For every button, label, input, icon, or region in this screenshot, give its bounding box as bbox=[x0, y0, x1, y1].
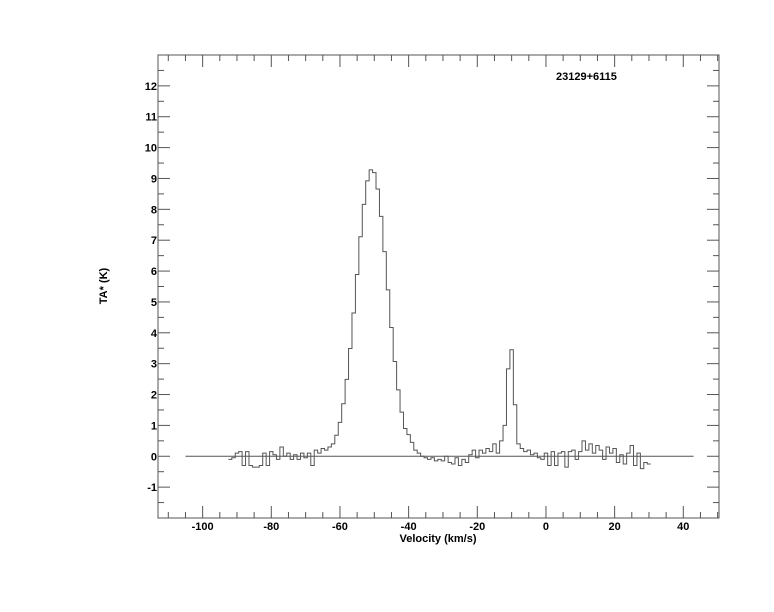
y-tick-label: 10 bbox=[145, 143, 157, 155]
source-annotation: 23129+6115 bbox=[556, 71, 617, 83]
x-tick-labels: -100 -80 -60 -40 -20 0 20 40 bbox=[192, 521, 690, 533]
y-tick-label: -1 bbox=[147, 482, 157, 494]
x-tick-label: 40 bbox=[677, 521, 689, 533]
x-tick-label: -80 bbox=[263, 521, 279, 533]
y-tick-label: 11 bbox=[145, 112, 157, 124]
spectrum-line bbox=[228, 169, 651, 470]
y-tick-label: 8 bbox=[151, 204, 157, 216]
plot-frame bbox=[157, 54, 720, 519]
y-tick-label: 4 bbox=[151, 328, 158, 340]
x-tick-label: -40 bbox=[401, 521, 417, 533]
y-tick-label: 5 bbox=[151, 297, 157, 309]
axis-ticks bbox=[158, 55, 719, 518]
y-tick-label: 0 bbox=[151, 451, 157, 463]
x-tick-label: 20 bbox=[609, 521, 621, 533]
y-tick-label: 1 bbox=[151, 420, 157, 432]
x-tick-label: 0 bbox=[543, 521, 549, 533]
x-tick-label: -60 bbox=[332, 521, 348, 533]
x-tick-label: -100 bbox=[192, 521, 214, 533]
y-tick-label: 12 bbox=[145, 81, 157, 93]
y-axis-label: TA* (K) bbox=[98, 267, 110, 304]
y-tick-label: 7 bbox=[151, 235, 157, 247]
y-tick-label: 9 bbox=[151, 173, 157, 185]
y-tick-label: 2 bbox=[151, 390, 157, 402]
x-tick-label: -20 bbox=[469, 521, 485, 533]
y-tick-label: 6 bbox=[151, 266, 157, 278]
y-tick-label: 3 bbox=[151, 359, 157, 371]
x-axis-label: Velocity (km/s) bbox=[399, 533, 476, 545]
